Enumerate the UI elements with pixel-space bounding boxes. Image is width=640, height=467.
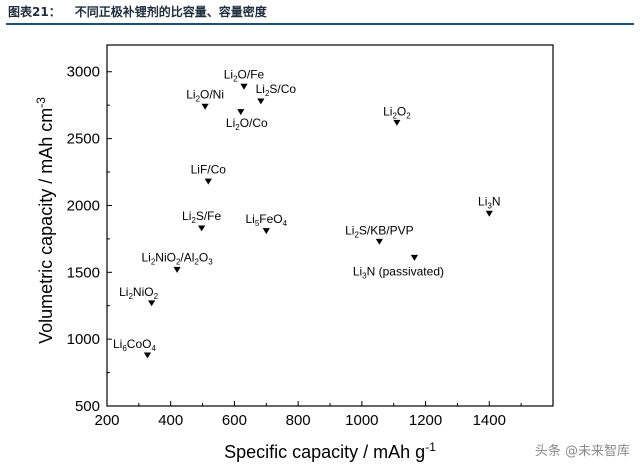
caption-label: 图表21： bbox=[8, 5, 61, 19]
y-tick-label: 1000 bbox=[67, 331, 100, 348]
data-point-label: Li2S/Co bbox=[256, 82, 297, 98]
data-point-marker bbox=[485, 210, 493, 217]
data-point-label: LiF/Co bbox=[191, 162, 227, 176]
figure-caption: 图表21： 不同正极补锂剂的比容量、容量密度 bbox=[6, 3, 634, 25]
data-point-marker bbox=[262, 228, 270, 235]
data-point-marker bbox=[393, 119, 401, 126]
x-tick-label: 1000 bbox=[345, 412, 378, 429]
data-point-label: Li2O/Co bbox=[226, 116, 268, 132]
data-point-marker bbox=[201, 103, 209, 110]
caption-title: 不同正极补锂剂的比容量、容量密度 bbox=[74, 5, 267, 19]
data-point-label: Li2NiO2 bbox=[119, 285, 158, 301]
x-tick-label: 600 bbox=[222, 412, 247, 429]
y-tick-label: 1500 bbox=[67, 264, 100, 281]
data-point-label: Li2S/KB/PVP bbox=[345, 224, 414, 240]
data-point-marker bbox=[173, 266, 181, 273]
watermark-text: 头条 @未来智库 bbox=[534, 444, 630, 459]
data-point-label: Li6CoO4 bbox=[113, 337, 156, 353]
data-point-label: Li5FeO4 bbox=[245, 212, 287, 228]
data-point-marker bbox=[375, 238, 383, 245]
y-tick-label: 2000 bbox=[67, 197, 100, 214]
y-tick-label: 2500 bbox=[67, 131, 100, 148]
data-point-label: Li2O/Ni bbox=[186, 88, 224, 104]
data-point-label: Li2NiO2/Al2O3 bbox=[141, 251, 213, 267]
x-axis-label: Specific capacity / mAh g-1 bbox=[224, 440, 436, 462]
data-point-marker bbox=[143, 352, 152, 359]
y-tick-label: 3000 bbox=[67, 64, 100, 81]
x-tick-label: 200 bbox=[94, 412, 119, 429]
x-tick-label: 1400 bbox=[473, 412, 506, 429]
data-point-label: Li2O/Fe bbox=[224, 67, 265, 83]
data-point-marker bbox=[410, 254, 419, 261]
y-tick-label: 500 bbox=[75, 398, 100, 415]
data-point-label: Li3N bbox=[478, 194, 500, 210]
data-point-marker bbox=[257, 98, 265, 105]
data-point-marker bbox=[240, 83, 248, 90]
data-point-label: Li2S/Fe bbox=[182, 209, 221, 225]
data-point-marker bbox=[198, 225, 206, 232]
x-tick-label: 1200 bbox=[409, 412, 442, 429]
data-point-label: Li2O2 bbox=[383, 105, 411, 121]
y-axis-label: Volumetric capacity / mAh cm-3 bbox=[34, 97, 56, 344]
data-point-marker bbox=[204, 178, 212, 185]
data-point-marker bbox=[237, 109, 245, 116]
data-point-label: Li3N (passivated) bbox=[353, 265, 444, 281]
x-tick-label: 800 bbox=[286, 412, 311, 429]
data-point-marker bbox=[148, 300, 156, 307]
x-tick-label: 400 bbox=[158, 412, 183, 429]
plot-frame bbox=[106, 44, 554, 407]
